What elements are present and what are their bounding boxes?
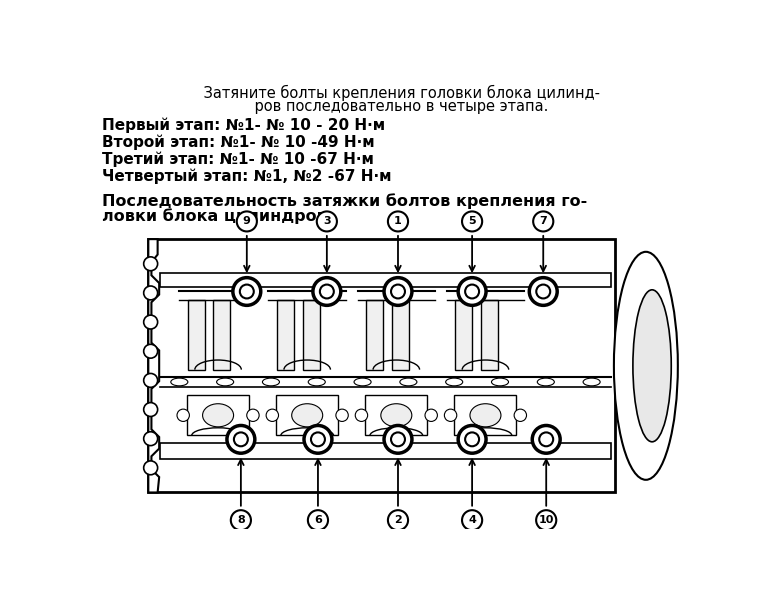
Circle shape xyxy=(308,510,328,530)
Bar xyxy=(366,300,383,369)
Circle shape xyxy=(317,211,337,232)
Circle shape xyxy=(313,277,340,305)
Circle shape xyxy=(533,211,553,232)
Text: 9: 9 xyxy=(243,216,251,226)
Circle shape xyxy=(144,374,158,387)
Circle shape xyxy=(231,510,251,530)
Text: 7: 7 xyxy=(539,216,547,226)
Bar xyxy=(148,239,615,492)
Ellipse shape xyxy=(537,378,555,386)
Circle shape xyxy=(462,211,482,232)
Text: ловки блока цилиндров: ловки блока цилиндров xyxy=(102,208,327,224)
Ellipse shape xyxy=(491,378,509,386)
Circle shape xyxy=(336,409,348,421)
Circle shape xyxy=(266,409,278,421)
Text: Второй этап: №1- № 10 -49 Н·м: Второй этап: №1- № 10 -49 Н·м xyxy=(102,134,374,150)
Ellipse shape xyxy=(633,290,671,442)
Text: Третий этап: №1- № 10 -67 Н·м: Третий этап: №1- № 10 -67 Н·м xyxy=(102,151,373,167)
Circle shape xyxy=(384,425,412,453)
Circle shape xyxy=(391,432,405,446)
Bar xyxy=(160,443,611,459)
Circle shape xyxy=(388,510,408,530)
Circle shape xyxy=(144,461,158,475)
Circle shape xyxy=(529,277,557,305)
Circle shape xyxy=(177,409,190,421)
Ellipse shape xyxy=(614,252,678,480)
Circle shape xyxy=(458,277,486,305)
Circle shape xyxy=(144,403,158,416)
Text: 10: 10 xyxy=(539,515,554,525)
Circle shape xyxy=(458,425,486,453)
Circle shape xyxy=(355,409,368,421)
Circle shape xyxy=(227,425,255,453)
Ellipse shape xyxy=(354,378,371,386)
Ellipse shape xyxy=(400,378,417,386)
Bar xyxy=(187,300,205,369)
Polygon shape xyxy=(148,239,159,492)
Ellipse shape xyxy=(470,404,501,427)
Circle shape xyxy=(388,211,408,232)
Circle shape xyxy=(304,425,332,453)
Bar xyxy=(160,273,611,287)
Circle shape xyxy=(425,409,438,421)
Bar xyxy=(455,300,472,369)
Text: Первый этап: №1- № 10 - 20 Н·м: Первый этап: №1- № 10 - 20 Н·м xyxy=(102,118,385,133)
Text: 4: 4 xyxy=(468,515,476,525)
Bar xyxy=(276,395,338,435)
Ellipse shape xyxy=(446,378,463,386)
Bar xyxy=(480,300,498,369)
Circle shape xyxy=(320,285,334,298)
Circle shape xyxy=(514,409,526,421)
Circle shape xyxy=(236,211,257,232)
Circle shape xyxy=(144,286,158,300)
Text: Затяните болты крепления головки блока цилинд-: Затяните болты крепления головки блока ц… xyxy=(185,85,600,102)
Text: 6: 6 xyxy=(314,515,322,525)
Text: Последовательность затяжки болтов крепления го-: Последовательность затяжки болтов крепле… xyxy=(102,193,587,208)
Circle shape xyxy=(144,345,158,358)
Ellipse shape xyxy=(308,378,325,386)
Circle shape xyxy=(234,432,248,446)
Circle shape xyxy=(465,285,479,298)
Circle shape xyxy=(144,315,158,329)
Ellipse shape xyxy=(216,378,233,386)
Text: 2: 2 xyxy=(394,515,402,525)
Ellipse shape xyxy=(291,404,323,427)
Bar xyxy=(213,300,230,369)
Bar xyxy=(302,300,320,369)
Ellipse shape xyxy=(203,404,233,427)
Bar xyxy=(277,300,294,369)
Circle shape xyxy=(462,510,482,530)
Circle shape xyxy=(444,409,457,421)
Circle shape xyxy=(144,432,158,446)
Text: ров последовательно в четыре этапа.: ров последовательно в четыре этапа. xyxy=(236,99,549,114)
Circle shape xyxy=(465,432,479,446)
Ellipse shape xyxy=(583,378,601,386)
Text: Четвертый этап: №1, №2 -67 Н·м: Четвертый этап: №1, №2 -67 Н·м xyxy=(102,168,392,184)
Bar xyxy=(187,395,249,435)
Bar xyxy=(392,300,409,369)
Text: 5: 5 xyxy=(468,216,476,226)
Circle shape xyxy=(536,510,556,530)
Ellipse shape xyxy=(171,378,188,386)
Text: 8: 8 xyxy=(237,515,245,525)
Bar xyxy=(454,395,516,435)
Text: 3: 3 xyxy=(323,216,330,226)
Circle shape xyxy=(144,257,158,271)
Circle shape xyxy=(391,285,405,298)
Bar xyxy=(366,395,428,435)
Text: 1: 1 xyxy=(394,216,402,226)
Circle shape xyxy=(233,277,261,305)
Circle shape xyxy=(384,277,412,305)
Circle shape xyxy=(532,425,560,453)
Circle shape xyxy=(247,409,259,421)
Circle shape xyxy=(539,432,553,446)
Ellipse shape xyxy=(381,404,412,427)
Circle shape xyxy=(240,285,254,298)
Ellipse shape xyxy=(262,378,279,386)
Circle shape xyxy=(311,432,325,446)
Circle shape xyxy=(536,285,550,298)
